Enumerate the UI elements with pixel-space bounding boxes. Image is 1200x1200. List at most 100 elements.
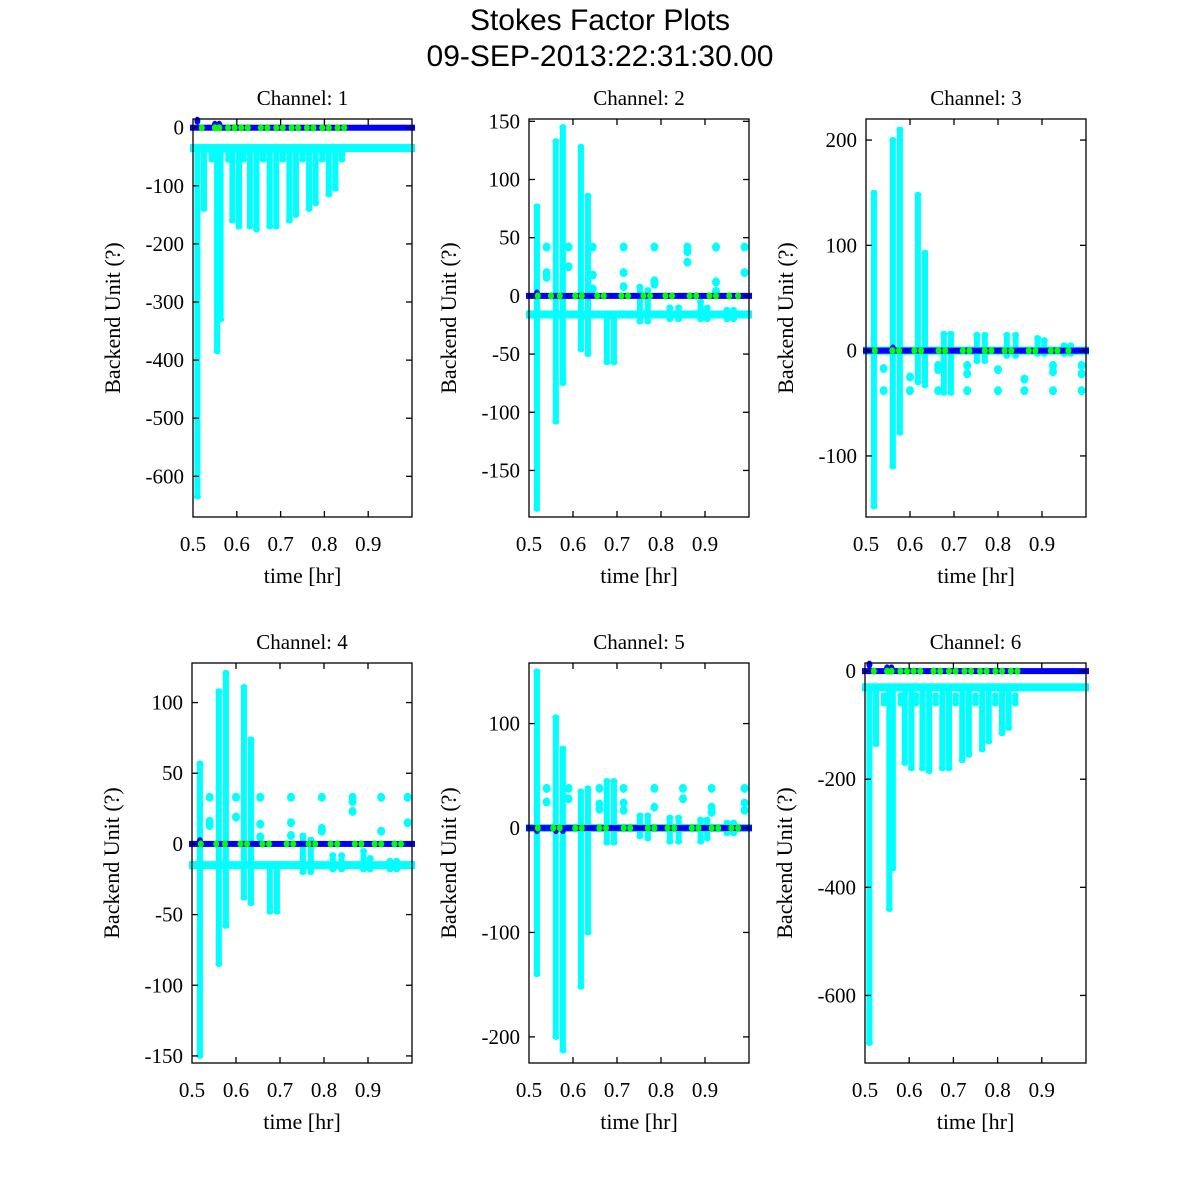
cyan-point [215,688,223,695]
cyan-spike [360,850,367,870]
green-point [911,347,918,355]
y-tick-label: -100 [482,400,521,424]
y-axis-label: Backend Unit (?) [773,242,798,394]
cyan-point [577,983,585,990]
cyan-point [636,318,644,325]
cyan-baseline-band [190,144,415,153]
panel-title: Channel: 1 [257,86,349,110]
cyan-spike [552,141,559,422]
green-point [942,347,949,355]
x-tick-label: 0.9 [1029,532,1055,556]
green-point [937,667,944,675]
cyan-point [584,192,592,199]
y-tick-label: -100 [146,174,185,198]
blue-point [194,116,201,125]
cyan-point [595,783,604,793]
cyan-spike [266,865,273,912]
cyan-spike [952,695,959,704]
cyan-point [228,217,236,224]
panel-channel-2: 0.5 0.6 0.7 0.8 0.9 150 100 50 0 -50 -100 -150 Chann… [436,86,752,588]
axes-frame [528,662,750,1064]
cyan-point [619,783,628,793]
cyan-point [932,700,940,707]
cyan-point [963,386,972,396]
panel-channel-4: 0.5 0.6 0.7 0.8 0.9 100 50 0 -50 -100 -150 Channel:… [99,630,415,1134]
cyan-spike [306,148,313,210]
plot-area [862,660,1089,1046]
cyan-point [603,778,611,785]
blue-series-line [526,292,752,299]
cyan-point [266,223,274,230]
cyan-point [889,137,897,144]
green-point [715,824,722,832]
x-axis-label: time [hr] [264,563,342,588]
cyan-point [338,150,346,157]
y-axis-label: Backend Unit (?) [436,787,461,939]
green-point [620,824,627,832]
cyan-baseline-band [526,310,752,319]
cyan-point [299,832,307,839]
cyan-point [870,189,878,196]
cyan-point [619,805,628,815]
green-point [216,124,223,132]
cyan-point [885,905,893,912]
cyan-point [912,692,920,699]
y-tick-label: 0 [173,832,184,856]
cyan-point [239,156,247,163]
cyan-spike [247,739,254,904]
cyan-point [222,669,230,676]
green-point [398,840,404,848]
x-tick-label: 0.8 [648,1078,674,1102]
x-tick-label: 0.9 [692,1078,718,1102]
cyan-point [366,855,374,862]
green-point [910,667,917,675]
cyan-point [299,869,307,876]
green-point [713,292,719,300]
cyan-point [542,242,551,252]
green-point [625,292,631,300]
x-tick-label: 0.7 [941,532,967,556]
cyan-spike [873,687,880,745]
cyan-spike [246,148,253,227]
cyan-spike [312,148,319,204]
green-point [1054,347,1061,355]
panel-channel-5: 0.5 0.6 0.7 0.8 0.9 100 0 -100 -200 Channel: 5 tim… [436,630,752,1134]
cyan-point [338,156,346,163]
cyan-point [542,272,551,282]
x-tick-label: 0.6 [224,532,250,556]
cyan-spike [866,687,873,1043]
green-point [735,292,741,300]
cyan-point [584,785,592,792]
cyan-point [610,778,618,785]
green-point [664,824,671,832]
y-tick-label: -400 [818,875,857,899]
cyan-point [707,783,716,793]
cyan-point [533,505,541,512]
cyan-spike [939,687,946,769]
green-point [596,824,603,832]
cyan-point [325,191,333,198]
x-tick-label: 0.8 [985,532,1011,556]
cyan-point [896,429,904,436]
cyan-spike [912,695,919,704]
panels-group: 0.5 0.6 0.7 0.8 0.90-100-200-300-400-500-600… [99,86,1089,1134]
cyan-point [712,242,720,252]
green-point [695,824,702,832]
cyan-point [318,156,326,163]
cyan-point [559,124,567,131]
cyan-point [564,783,573,793]
cyan-spike [932,695,939,704]
x-tick-label: 0.5 [852,1078,878,1102]
green-point [952,667,959,675]
x-tick-label: 0.5 [516,532,542,556]
cyan-point [981,331,989,338]
cyan-point [193,493,201,500]
cyan-point [644,287,652,294]
cyan-point [240,894,248,901]
cyan-point [287,830,295,840]
cyan-spike [577,791,584,987]
cyan-point [889,463,897,470]
cyan-point [360,847,368,854]
cyan-point [991,700,999,707]
cyan-spike [332,148,339,189]
